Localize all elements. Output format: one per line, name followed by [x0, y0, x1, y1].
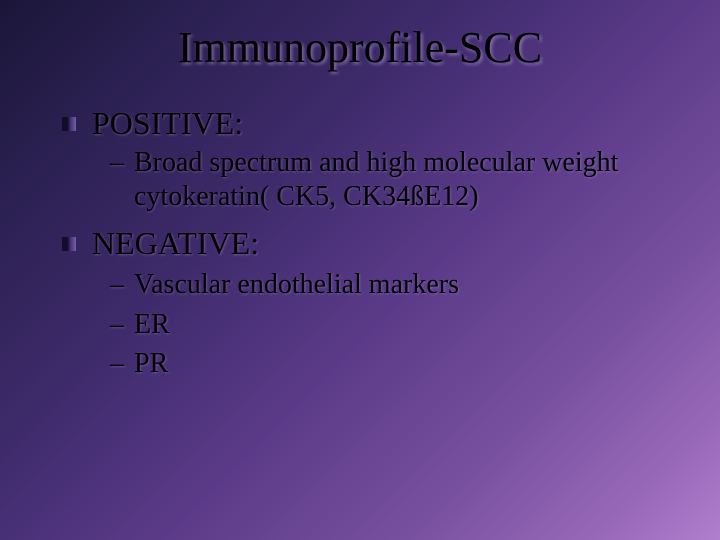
section-heading-positive: POSITIVE: [62, 105, 680, 142]
list-item: – ER [110, 308, 680, 342]
square-bullet-icon [62, 117, 76, 131]
slide-body: POSITIVE: – Broad spectrum and high mole… [62, 105, 680, 387]
slide: Immunoprofile-SCC POSITIVE: – Broad spec… [0, 0, 720, 540]
dash-icon: – [110, 146, 124, 180]
section-heading-negative: NEGATIVE: [62, 225, 680, 262]
item-text: Broad spectrum and high molecular weight… [134, 146, 680, 213]
heading-text: NEGATIVE: [92, 225, 259, 262]
item-text: ER [134, 308, 680, 342]
item-text: PR [134, 347, 680, 381]
heading-text: POSITIVE: [92, 105, 243, 142]
dash-icon: – [110, 347, 124, 381]
slide-title: Immunoprofile-SCC [0, 22, 720, 73]
square-bullet-icon [62, 237, 76, 251]
list-item: – Vascular endothelial markers [110, 268, 680, 302]
dash-icon: – [110, 308, 124, 342]
dash-icon: – [110, 268, 124, 302]
item-text: Vascular endothelial markers [134, 268, 680, 302]
list-item: – PR [110, 347, 680, 381]
list-item: – Broad spectrum and high molecular weig… [110, 146, 680, 213]
